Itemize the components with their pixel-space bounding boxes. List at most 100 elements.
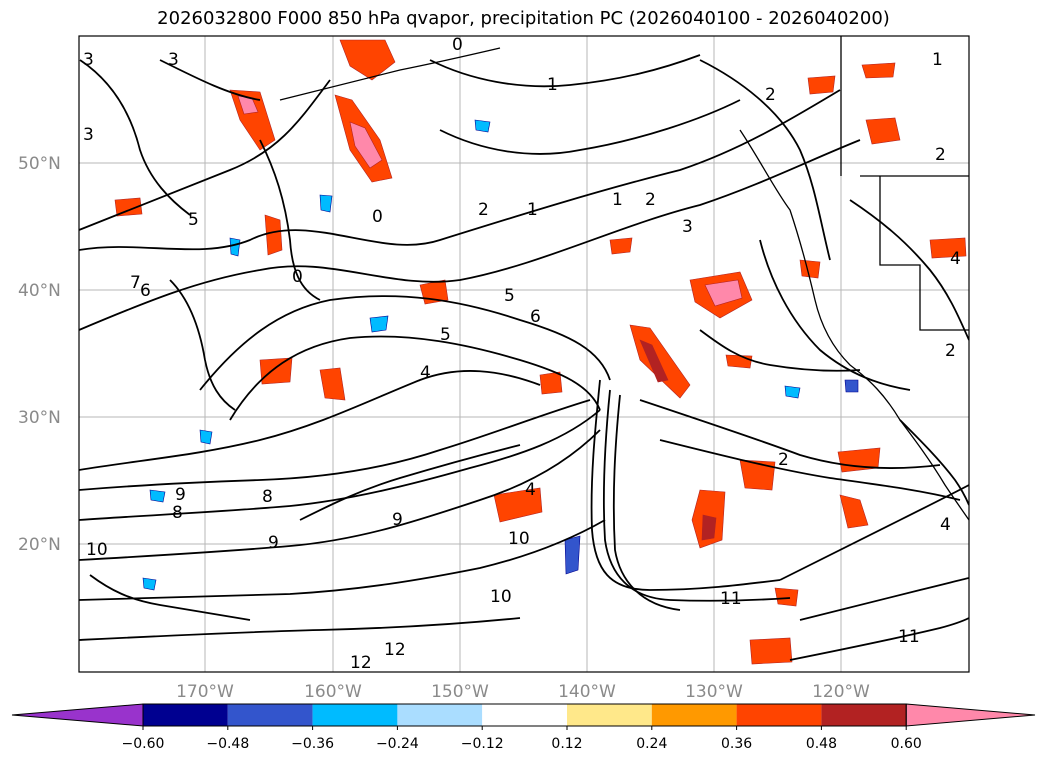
coastline — [279, 36, 969, 521]
contour-line — [169, 279, 236, 411]
contour-label: 6 — [530, 307, 541, 327]
colorbar-segment — [567, 704, 652, 726]
lon-label-150w: 150°W — [431, 682, 489, 702]
colorbar-tick-label: 0.60 — [891, 736, 922, 752]
contour-line — [779, 484, 969, 581]
contour-line — [199, 295, 611, 391]
precip-patch — [339, 39, 396, 81]
contour-label: 6 — [140, 281, 151, 301]
contour-label: 1 — [527, 200, 538, 220]
lat-label-20n: 20°N — [18, 535, 61, 555]
lon-label-130w: 130°W — [685, 682, 743, 702]
map-background — [79, 36, 969, 672]
colorbar-tick-label: −0.24 — [376, 736, 419, 752]
contour-line — [612, 394, 681, 611]
contour-line — [79, 59, 191, 216]
contour-line — [699, 59, 831, 261]
contour-label: 1 — [612, 190, 623, 210]
contour-line — [659, 439, 961, 501]
precip-patch — [609, 237, 633, 255]
colorbar-segment — [482, 704, 567, 726]
neg-patch — [474, 119, 491, 133]
neg-patch — [369, 315, 389, 333]
contour-label: 11 — [898, 627, 920, 647]
contour-label: 4 — [525, 480, 536, 500]
qvapor-contours — [79, 54, 969, 661]
colorbar-tick-label: −0.48 — [206, 736, 249, 752]
contour-line — [799, 577, 969, 621]
contour-line — [79, 519, 606, 601]
contour-label: 0 — [452, 35, 463, 55]
contour-label: 4 — [940, 515, 951, 535]
colorbar-tick-label: 0.12 — [551, 736, 582, 752]
contour-label: 2 — [778, 450, 789, 470]
precip-patch — [701, 514, 717, 541]
contour-label: 10 — [508, 529, 530, 549]
contour-label: 12 — [384, 640, 406, 660]
precip-patch — [539, 371, 563, 395]
contour-line — [639, 399, 941, 469]
colorbar-tick-label: 0.24 — [636, 736, 667, 752]
contour-label: 2 — [645, 190, 656, 210]
precip-patch — [929, 237, 967, 259]
contour-line — [229, 335, 601, 421]
contour-label: 2 — [765, 85, 776, 105]
state-border — [879, 176, 969, 331]
precip-patch — [774, 587, 799, 607]
neg-patch — [784, 385, 801, 399]
latitude-labels: 50°N 40°N 30°N 20°N — [18, 154, 61, 555]
contour-line — [79, 409, 601, 521]
contour-line — [429, 54, 701, 88]
lat-label-40n: 40°N — [18, 281, 61, 301]
contour-label: 2 — [935, 145, 946, 165]
map-title: 2026032800 F000 850 hPa qvapor, precipit… — [157, 8, 890, 29]
contour-line — [159, 59, 261, 101]
colorbar: −0.60 −0.48 −0.36 −0.24 −0.12 0.12 0.24 0.36 0.4… — [11, 703, 1036, 752]
lon-label-140w: 140°W — [558, 682, 616, 702]
precip-patch — [493, 487, 543, 523]
precip-patch — [114, 197, 143, 217]
colorbar-tick-label: −0.60 — [122, 736, 165, 752]
contour-line — [439, 99, 741, 155]
contour-label: 2 — [945, 341, 956, 361]
contour-label: 1 — [547, 75, 558, 95]
colorbar-segment — [821, 704, 907, 726]
lon-label-120w: 120°W — [812, 682, 870, 702]
contour-line — [79, 139, 861, 331]
contour-line — [899, 419, 969, 506]
precip-patch — [799, 259, 821, 279]
colorbar-segment — [227, 704, 313, 726]
neg-patch — [149, 489, 166, 503]
colorbar-extend-high — [905, 703, 1036, 727]
contour-label: 8 — [172, 503, 183, 523]
colorbar-outline — [142, 703, 907, 727]
negative-patches — [142, 119, 859, 591]
contour-label: 5 — [440, 325, 451, 345]
contour-line — [602, 389, 791, 602]
colorbar-tick-label: −0.12 — [461, 736, 504, 752]
precip-patch — [725, 354, 753, 369]
contour-line — [259, 139, 321, 301]
colorbar-segment — [143, 704, 228, 726]
precip-patch — [639, 339, 669, 383]
lat-label-30n: 30°N — [18, 408, 61, 428]
colorbar-segment — [397, 704, 483, 726]
contour-label: 10 — [490, 587, 512, 607]
colorbar-tick-label: −0.36 — [291, 736, 334, 752]
contour-line — [849, 199, 969, 341]
contour-line — [79, 617, 521, 641]
contour-label: 9 — [268, 533, 279, 553]
precip-patch — [259, 357, 293, 385]
contour-label: 9 — [392, 510, 403, 530]
neg-patch — [319, 194, 333, 213]
precip-patch — [861, 62, 896, 79]
alaska-coast — [279, 47, 501, 101]
contour-line — [759, 239, 911, 391]
contour-label-group: 1 1 1 1 2 2 2 2 2 2 3 3 3 3 4 4 4 4 5 5 … — [83, 35, 961, 673]
contour-label: 3 — [83, 50, 94, 70]
contour-label: 12 — [350, 653, 372, 673]
contour-line — [789, 617, 969, 661]
contour-label: 8 — [262, 487, 273, 507]
contour-label: 2 — [478, 200, 489, 220]
